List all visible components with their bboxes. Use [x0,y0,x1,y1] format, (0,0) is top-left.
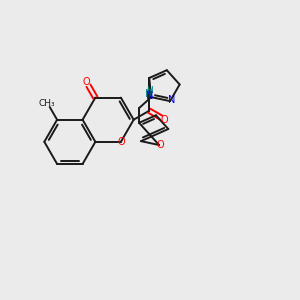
Text: N: N [168,95,176,105]
Text: O: O [157,140,164,150]
Text: H: H [146,86,153,95]
Text: N: N [145,89,153,99]
Text: O: O [117,137,125,147]
Text: CH₃: CH₃ [38,99,55,108]
Text: N: N [146,91,153,101]
Text: O: O [82,77,90,87]
Text: O: O [161,115,169,125]
